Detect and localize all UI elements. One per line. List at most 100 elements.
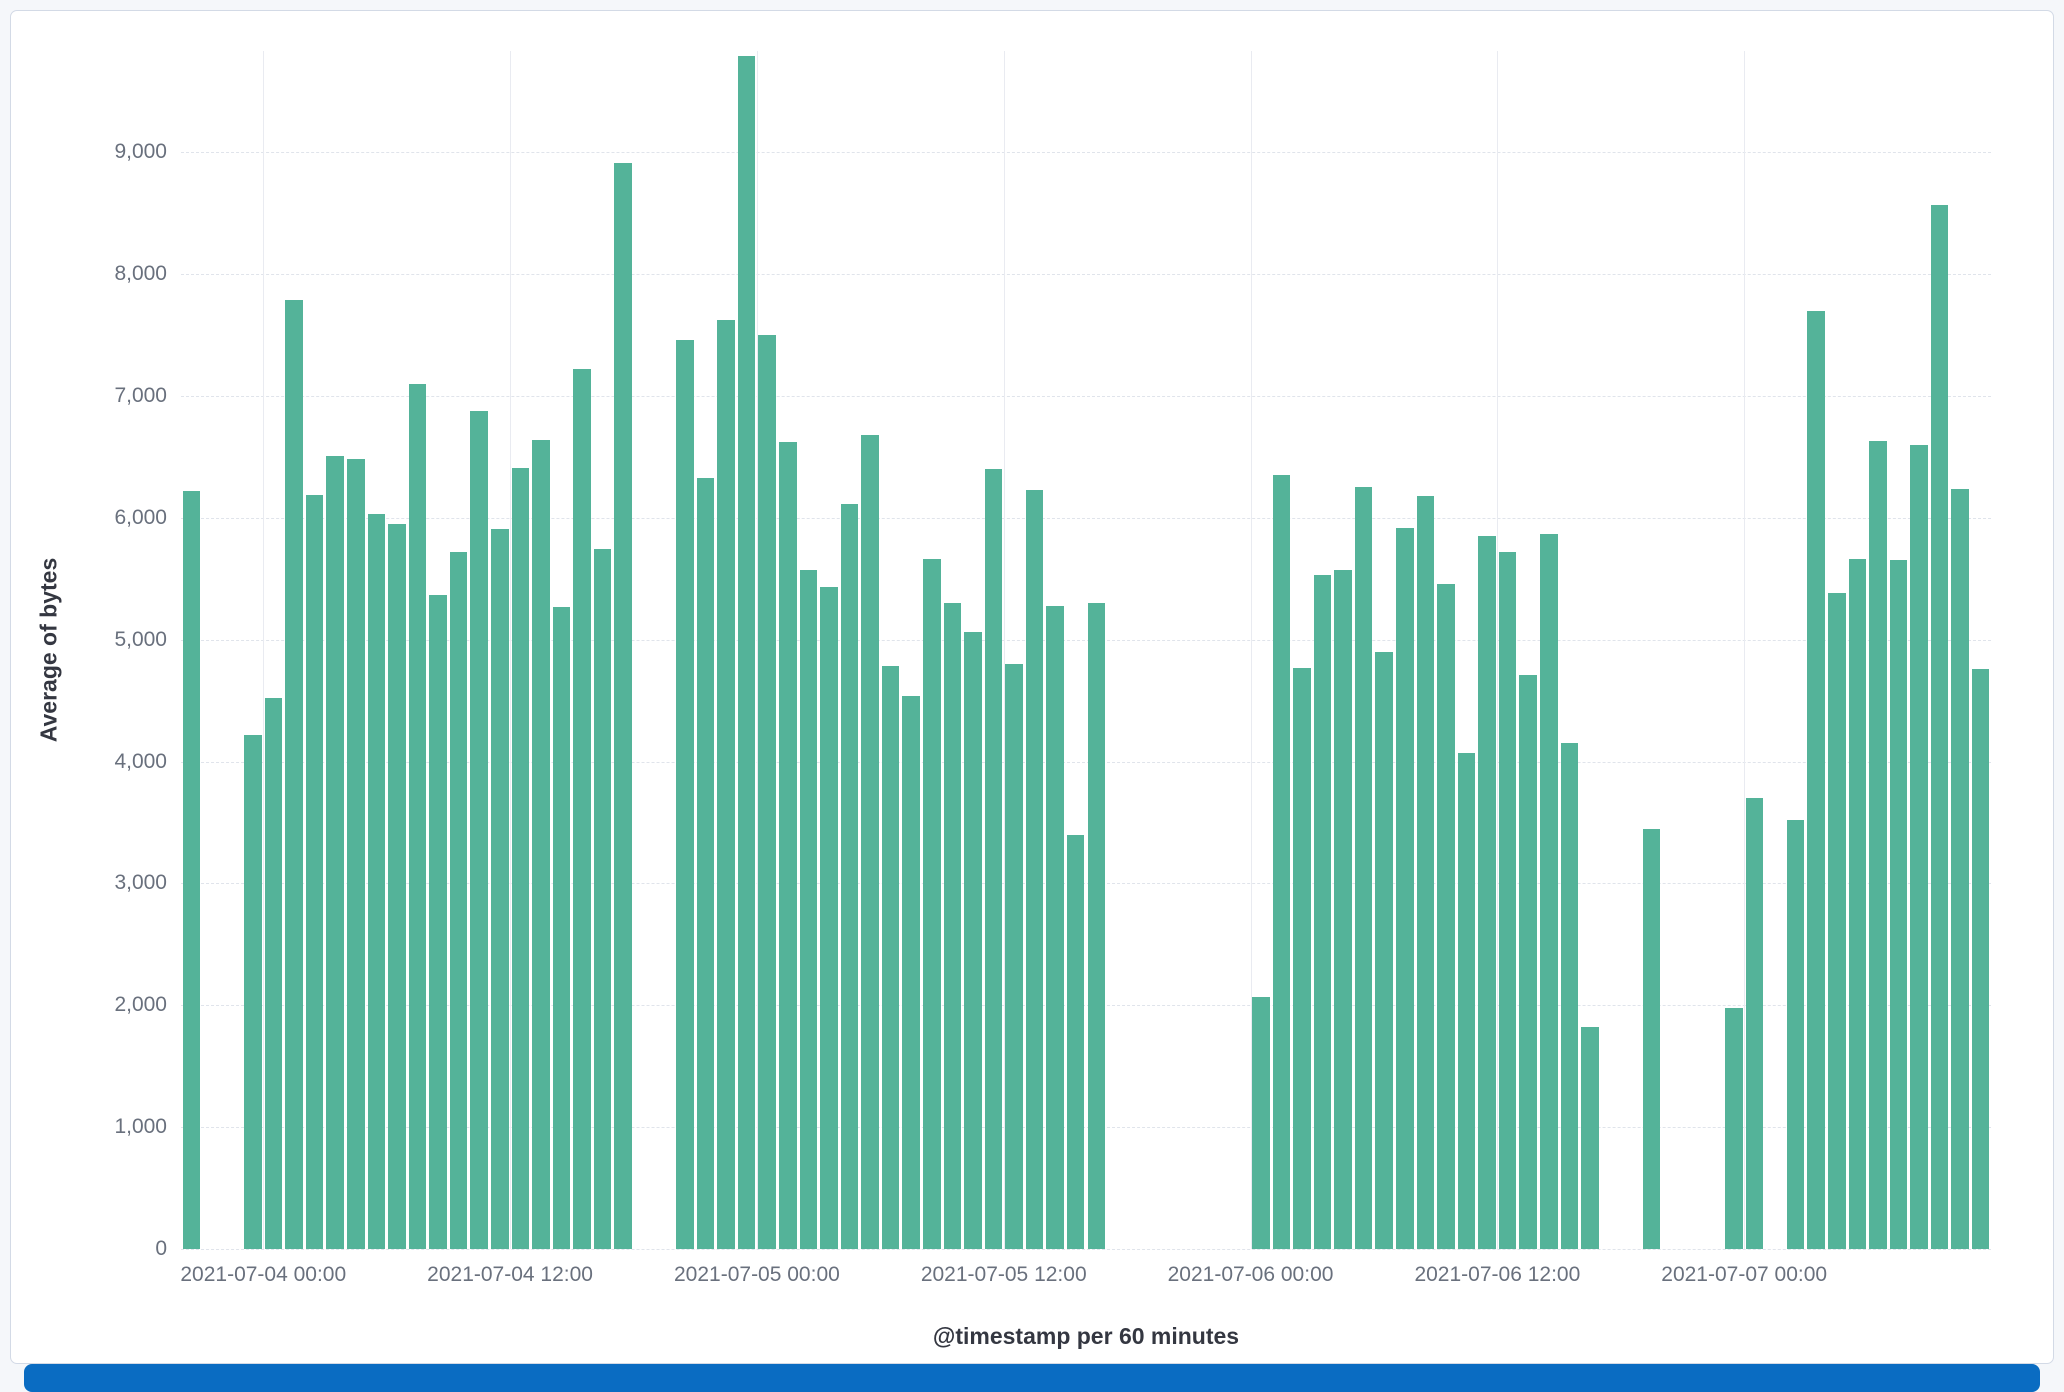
bar[interactable]: [1910, 444, 1928, 1249]
bar[interactable]: [347, 459, 365, 1249]
bar[interactable]: [1786, 820, 1805, 1249]
bar[interactable]: [429, 594, 447, 1249]
bar[interactable]: [1848, 559, 1867, 1249]
bar[interactable]: [367, 514, 386, 1249]
bar[interactable]: [1025, 489, 1044, 1249]
bar[interactable]: [305, 494, 324, 1249]
bar[interactable]: [532, 439, 550, 1249]
bar[interactable]: [449, 551, 468, 1249]
bar[interactable]: [573, 369, 591, 1249]
bar[interactable]: [1354, 487, 1373, 1249]
bar[interactable]: [1951, 488, 1969, 1249]
x-gridline: [1003, 51, 1005, 1249]
x-axis-tick-label: 2021-07-05 00:00: [674, 1263, 840, 1286]
bar[interactable]: [1498, 551, 1517, 1249]
bar[interactable]: [1046, 605, 1064, 1249]
bar[interactable]: [388, 523, 406, 1249]
bar[interactable]: [696, 477, 715, 1249]
bar[interactable]: [861, 434, 879, 1249]
y-axis-title: Average of bytes: [35, 557, 62, 743]
bar[interactable]: [552, 606, 571, 1249]
y-axis-tick-label: 3,000: [114, 871, 167, 895]
bar[interactable]: [1560, 743, 1579, 1249]
bar[interactable]: [676, 339, 694, 1249]
bar[interactable]: [1313, 575, 1332, 1249]
x-gridline: [756, 51, 758, 1249]
chart-panel: Average of bytes 0 1,000 2,000 3,000 4,000 5,…: [10, 10, 2054, 1364]
bar[interactable]: [1272, 475, 1291, 1249]
bar[interactable]: [799, 570, 818, 1249]
chart-plot-area[interactable]: 0 1,000 2,000 3,000 4,000 5,000 6,000 7,000 8,00…: [114, 51, 1991, 1286]
y-gridline: [181, 639, 1991, 641]
bar[interactable]: [1375, 651, 1394, 1249]
bar[interactable]: [840, 504, 859, 1249]
bar[interactable]: [408, 383, 427, 1249]
bar[interactable]: [1416, 495, 1435, 1249]
y-gridline: [181, 395, 1991, 397]
x-gridline: [1497, 51, 1499, 1249]
x-gridline: [1744, 51, 1746, 1249]
bar[interactable]: [778, 442, 797, 1249]
y-gridline: [181, 517, 1991, 519]
bar[interactable]: [1889, 560, 1908, 1249]
bar[interactable]: [881, 666, 900, 1249]
bar[interactable]: [1478, 536, 1496, 1249]
y-axis-tick-label: 4,000: [114, 749, 167, 773]
x-axis-tick-label: 2021-07-04 12:00: [427, 1263, 593, 1286]
bar[interactable]: [984, 469, 1003, 1249]
y-axis-tick-label: 8,000: [114, 262, 167, 286]
bar[interactable]: [943, 603, 962, 1249]
x-axis-title: @timestamp per 60 minutes: [932, 1323, 1240, 1349]
bar[interactable]: [182, 490, 201, 1249]
x-axis-tick-label: 2021-07-06 12:00: [1414, 1263, 1581, 1286]
bar[interactable]: [1457, 752, 1476, 1249]
x-axis-tick-label: 2021-07-04 00:00: [180, 1263, 347, 1286]
bar[interactable]: [511, 467, 530, 1249]
bar[interactable]: [964, 632, 982, 1249]
bar[interactable]: [1725, 1007, 1743, 1249]
bar[interactable]: [1745, 798, 1764, 1249]
bar[interactable]: [326, 455, 345, 1249]
bar[interactable]: [1252, 996, 1270, 1249]
bar[interactable]: [244, 734, 262, 1249]
bar[interactable]: [1642, 828, 1661, 1249]
bar[interactable]: [1540, 533, 1558, 1249]
bar[interactable]: [1971, 668, 1990, 1249]
y-gridline: [181, 1005, 1991, 1007]
y-gridline: [181, 1127, 1991, 1129]
bar[interactable]: [737, 55, 756, 1249]
y-gridline: [181, 152, 1991, 154]
bar[interactable]: [1807, 310, 1825, 1249]
bar[interactable]: [491, 528, 509, 1249]
bar[interactable]: [1005, 664, 1023, 1249]
bar[interactable]: [1581, 1027, 1599, 1249]
bar[interactable]: [1066, 834, 1085, 1249]
bar[interactable]: [614, 163, 632, 1249]
x-gridline: [510, 51, 512, 1249]
bottom-panel-edge: [24, 1364, 2040, 1392]
bar[interactable]: [264, 698, 283, 1249]
bar[interactable]: [1396, 527, 1414, 1249]
bar[interactable]: [1293, 667, 1311, 1249]
y-gridline: [181, 274, 1991, 276]
bar[interactable]: [922, 559, 941, 1249]
bar[interactable]: [820, 587, 838, 1249]
bar[interactable]: [593, 549, 612, 1249]
y-gridline: [181, 883, 1991, 885]
bar[interactable]: [902, 695, 920, 1249]
x-gridline: [1250, 51, 1252, 1249]
bar[interactable]: [1437, 583, 1455, 1249]
bar[interactable]: [1930, 204, 1949, 1249]
x-gridline: [263, 51, 265, 1249]
bar[interactable]: [285, 299, 303, 1249]
bar[interactable]: [1087, 603, 1106, 1249]
bar[interactable]: [1827, 593, 1846, 1249]
bar[interactable]: [470, 410, 489, 1249]
bar[interactable]: [1869, 441, 1887, 1249]
y-axis-tick-label: 7,000: [114, 383, 167, 407]
y-gridline: [181, 761, 1991, 763]
bar[interactable]: [1334, 570, 1352, 1249]
bar[interactable]: [1519, 674, 1537, 1249]
bar[interactable]: [758, 334, 776, 1249]
bar[interactable]: [717, 320, 735, 1249]
